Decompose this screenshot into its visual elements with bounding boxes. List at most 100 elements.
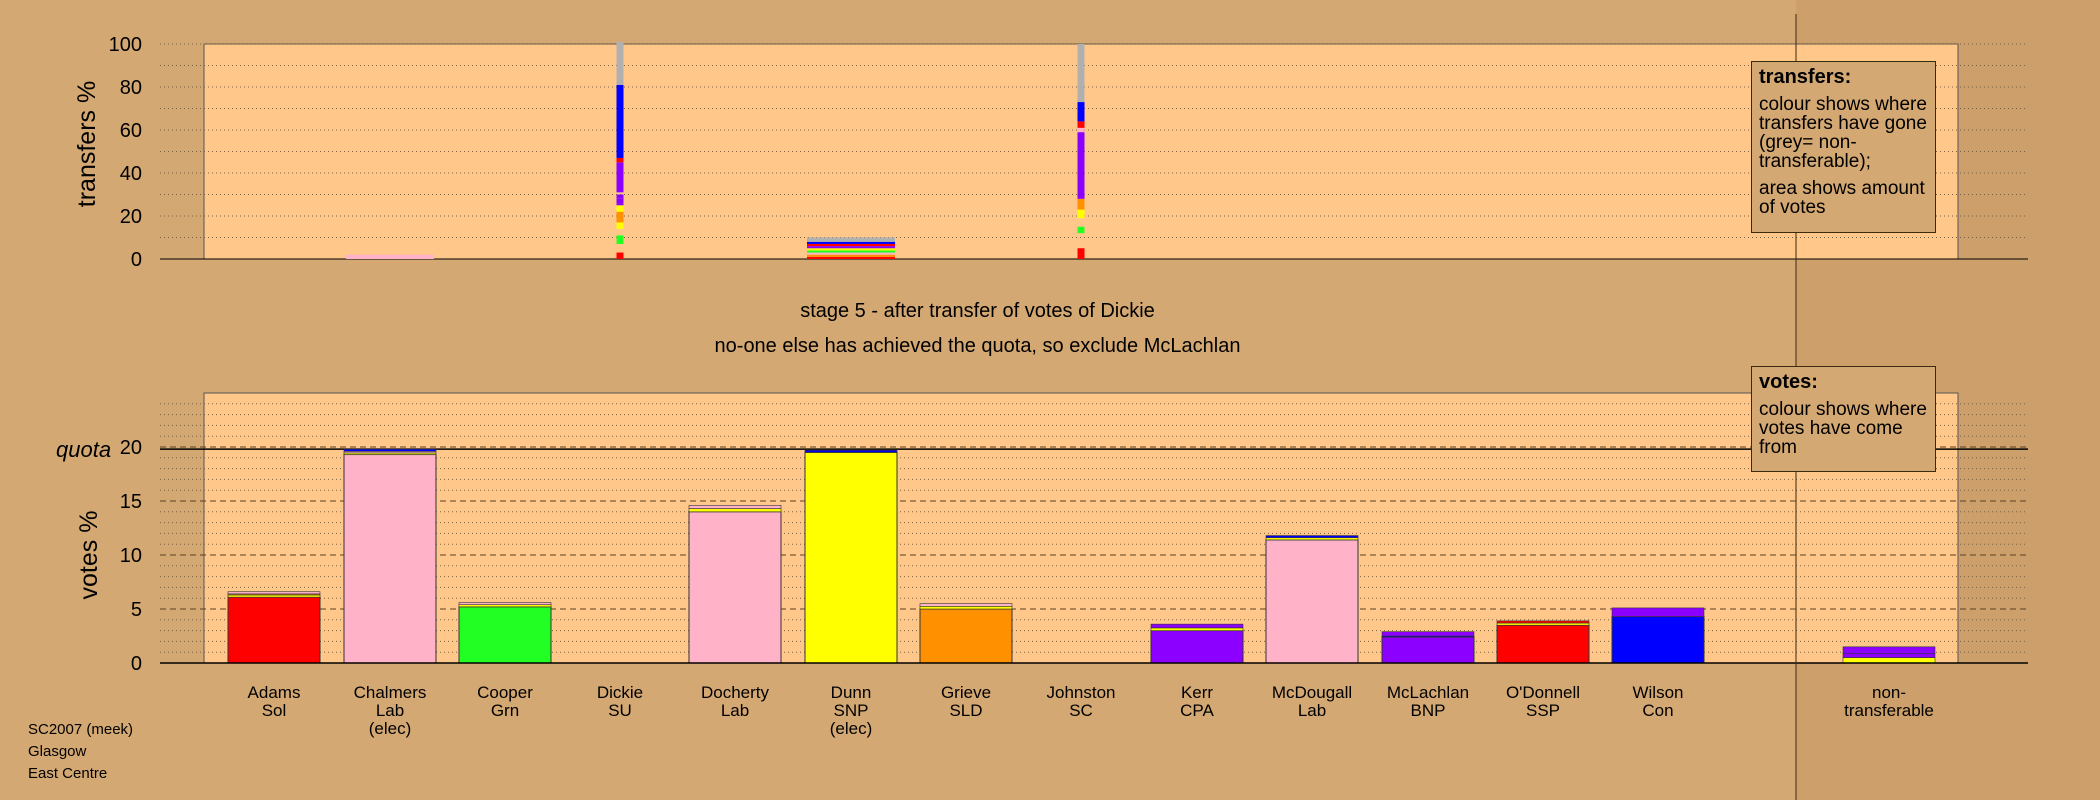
candidate-label: Dickie <box>597 683 643 702</box>
source-label-3: East Centre <box>28 765 108 782</box>
transfer-segment <box>807 250 895 253</box>
vote-transfer-segment <box>1265 535 1359 539</box>
candidate-label: Dunn <box>831 683 872 702</box>
vote-transfer-segment <box>1496 622 1590 626</box>
source-label-1: SC2007 (meek) <box>28 721 134 738</box>
vote-bar <box>1611 616 1705 664</box>
candidate-label: Grn <box>491 701 519 720</box>
transfer-segment <box>807 246 895 249</box>
transfer-segment <box>1077 121 1085 128</box>
transfer-segment <box>616 198 624 204</box>
vote-transfer-segment <box>919 605 1013 610</box>
transfers-tick-label: 20 <box>120 206 142 228</box>
candidate-label: Cooper <box>477 683 533 702</box>
vote-bar <box>804 451 898 664</box>
candidate-label: Lab <box>721 701 749 720</box>
vote-transfer-segment <box>1842 652 1936 658</box>
candidate-label: (elec) <box>369 719 412 738</box>
transfer-segment <box>616 252 624 259</box>
transfer-segment <box>346 254 434 259</box>
transfer-segment <box>616 194 624 199</box>
vote-bar <box>688 511 782 664</box>
transfer-segment <box>616 205 624 212</box>
votes-legend-text: colour shows where votes have come from <box>1759 399 1927 458</box>
candidate-label: Con <box>1642 701 1673 720</box>
vote-bar <box>227 596 321 664</box>
transfer-segment <box>616 157 624 163</box>
candidate-label: Wilson <box>1632 683 1683 702</box>
transfers-tick-label: 100 <box>109 34 142 56</box>
transfers-axis-label: transfers % <box>73 81 101 207</box>
vote-transfer-segment <box>1496 620 1590 624</box>
transfer-segment <box>807 241 895 244</box>
candidate-label: O'Donnell <box>1506 683 1580 702</box>
transfer-segment <box>1077 226 1085 234</box>
transfers-tick-label: 0 <box>131 249 142 271</box>
vote-transfer-segment <box>1611 607 1705 617</box>
stage-subtitle: no-one else has achieved the quota, so e… <box>714 335 1241 357</box>
transfer-segment <box>807 237 895 242</box>
stage-title: stage 5 - after transfer of votes of Dic… <box>800 300 1155 322</box>
candidate-label: SC <box>1069 701 1093 720</box>
candidate-label: McDougall <box>1272 683 1352 702</box>
vote-bar <box>1150 630 1244 664</box>
vote-transfer-segment <box>458 604 552 608</box>
candidate-label: non- <box>1872 683 1906 702</box>
candidate-label: Kerr <box>1181 683 1213 702</box>
votes-tick-label: 10 <box>120 545 142 567</box>
vote-transfer-segment <box>1150 627 1244 631</box>
transfers-legend-title: transfers: <box>1759 66 1852 88</box>
transfer-segment <box>807 248 895 251</box>
votes-tick-label: 0 <box>131 653 142 675</box>
vote-transfer-segment <box>458 602 552 605</box>
vote-transfer-segment <box>804 449 898 453</box>
vote-bar <box>458 606 552 664</box>
votes-tick-label: 20 <box>120 437 142 459</box>
transfer-segment <box>807 252 895 255</box>
transfer-segment <box>1077 44 1085 103</box>
candidate-label: SSP <box>1526 701 1560 720</box>
transfer-segment <box>807 254 895 257</box>
vote-transfer-segment <box>1381 631 1475 637</box>
candidate-label: BNP <box>1411 701 1446 720</box>
candidate-label: Adams <box>248 683 301 702</box>
vote-bar <box>919 608 1013 664</box>
transfer-segment <box>616 84 624 158</box>
transfer-segment <box>807 243 895 247</box>
transfer-segment <box>1077 209 1085 219</box>
transfers-tick-label: 80 <box>120 77 142 99</box>
transfer-segment <box>616 203 624 206</box>
candidate-label: CPA <box>1180 701 1214 720</box>
candidate-label: Johnston <box>1047 683 1116 702</box>
candidate-label: Sol <box>262 701 287 720</box>
vote-transfer-segment <box>343 448 437 452</box>
source-label-2: Glasgow <box>28 743 87 760</box>
vote-transfer-segment <box>227 594 321 598</box>
vote-transfer-segment <box>227 591 321 595</box>
votes-tick-label: 15 <box>120 491 142 513</box>
transfers-tick-label: 40 <box>120 163 142 185</box>
transfers-legend: transfers: colour shows where transfers … <box>1751 61 1936 233</box>
candidate-label: transferable <box>1844 701 1934 720</box>
vote-bar <box>1265 539 1359 664</box>
vote-transfer-segment <box>1265 537 1359 541</box>
candidate-label: SU <box>608 701 632 720</box>
vote-transfer-segment <box>1842 657 1936 664</box>
candidate-label: SLD <box>949 701 982 720</box>
transfer-segment <box>1077 132 1085 199</box>
transfer-segment <box>616 222 624 229</box>
quota-label: quota <box>56 437 111 462</box>
transfer-segment <box>1077 127 1085 133</box>
transfers-tick-label: 60 <box>120 120 142 142</box>
vote-transfer-segment <box>1842 646 1936 654</box>
transfer-segment <box>807 256 895 259</box>
vote-bar <box>1496 624 1590 664</box>
transfer-segment <box>1077 198 1085 210</box>
vote-transfer-segment <box>919 603 1013 607</box>
candidate-label: Lab <box>1298 701 1326 720</box>
transfer-segment <box>616 235 624 244</box>
candidate-label: Chalmers <box>354 683 427 702</box>
votes-legend-title: votes: <box>1759 371 1818 393</box>
transfers-legend-text: colour shows where transfers have gone (… <box>1759 94 1927 172</box>
